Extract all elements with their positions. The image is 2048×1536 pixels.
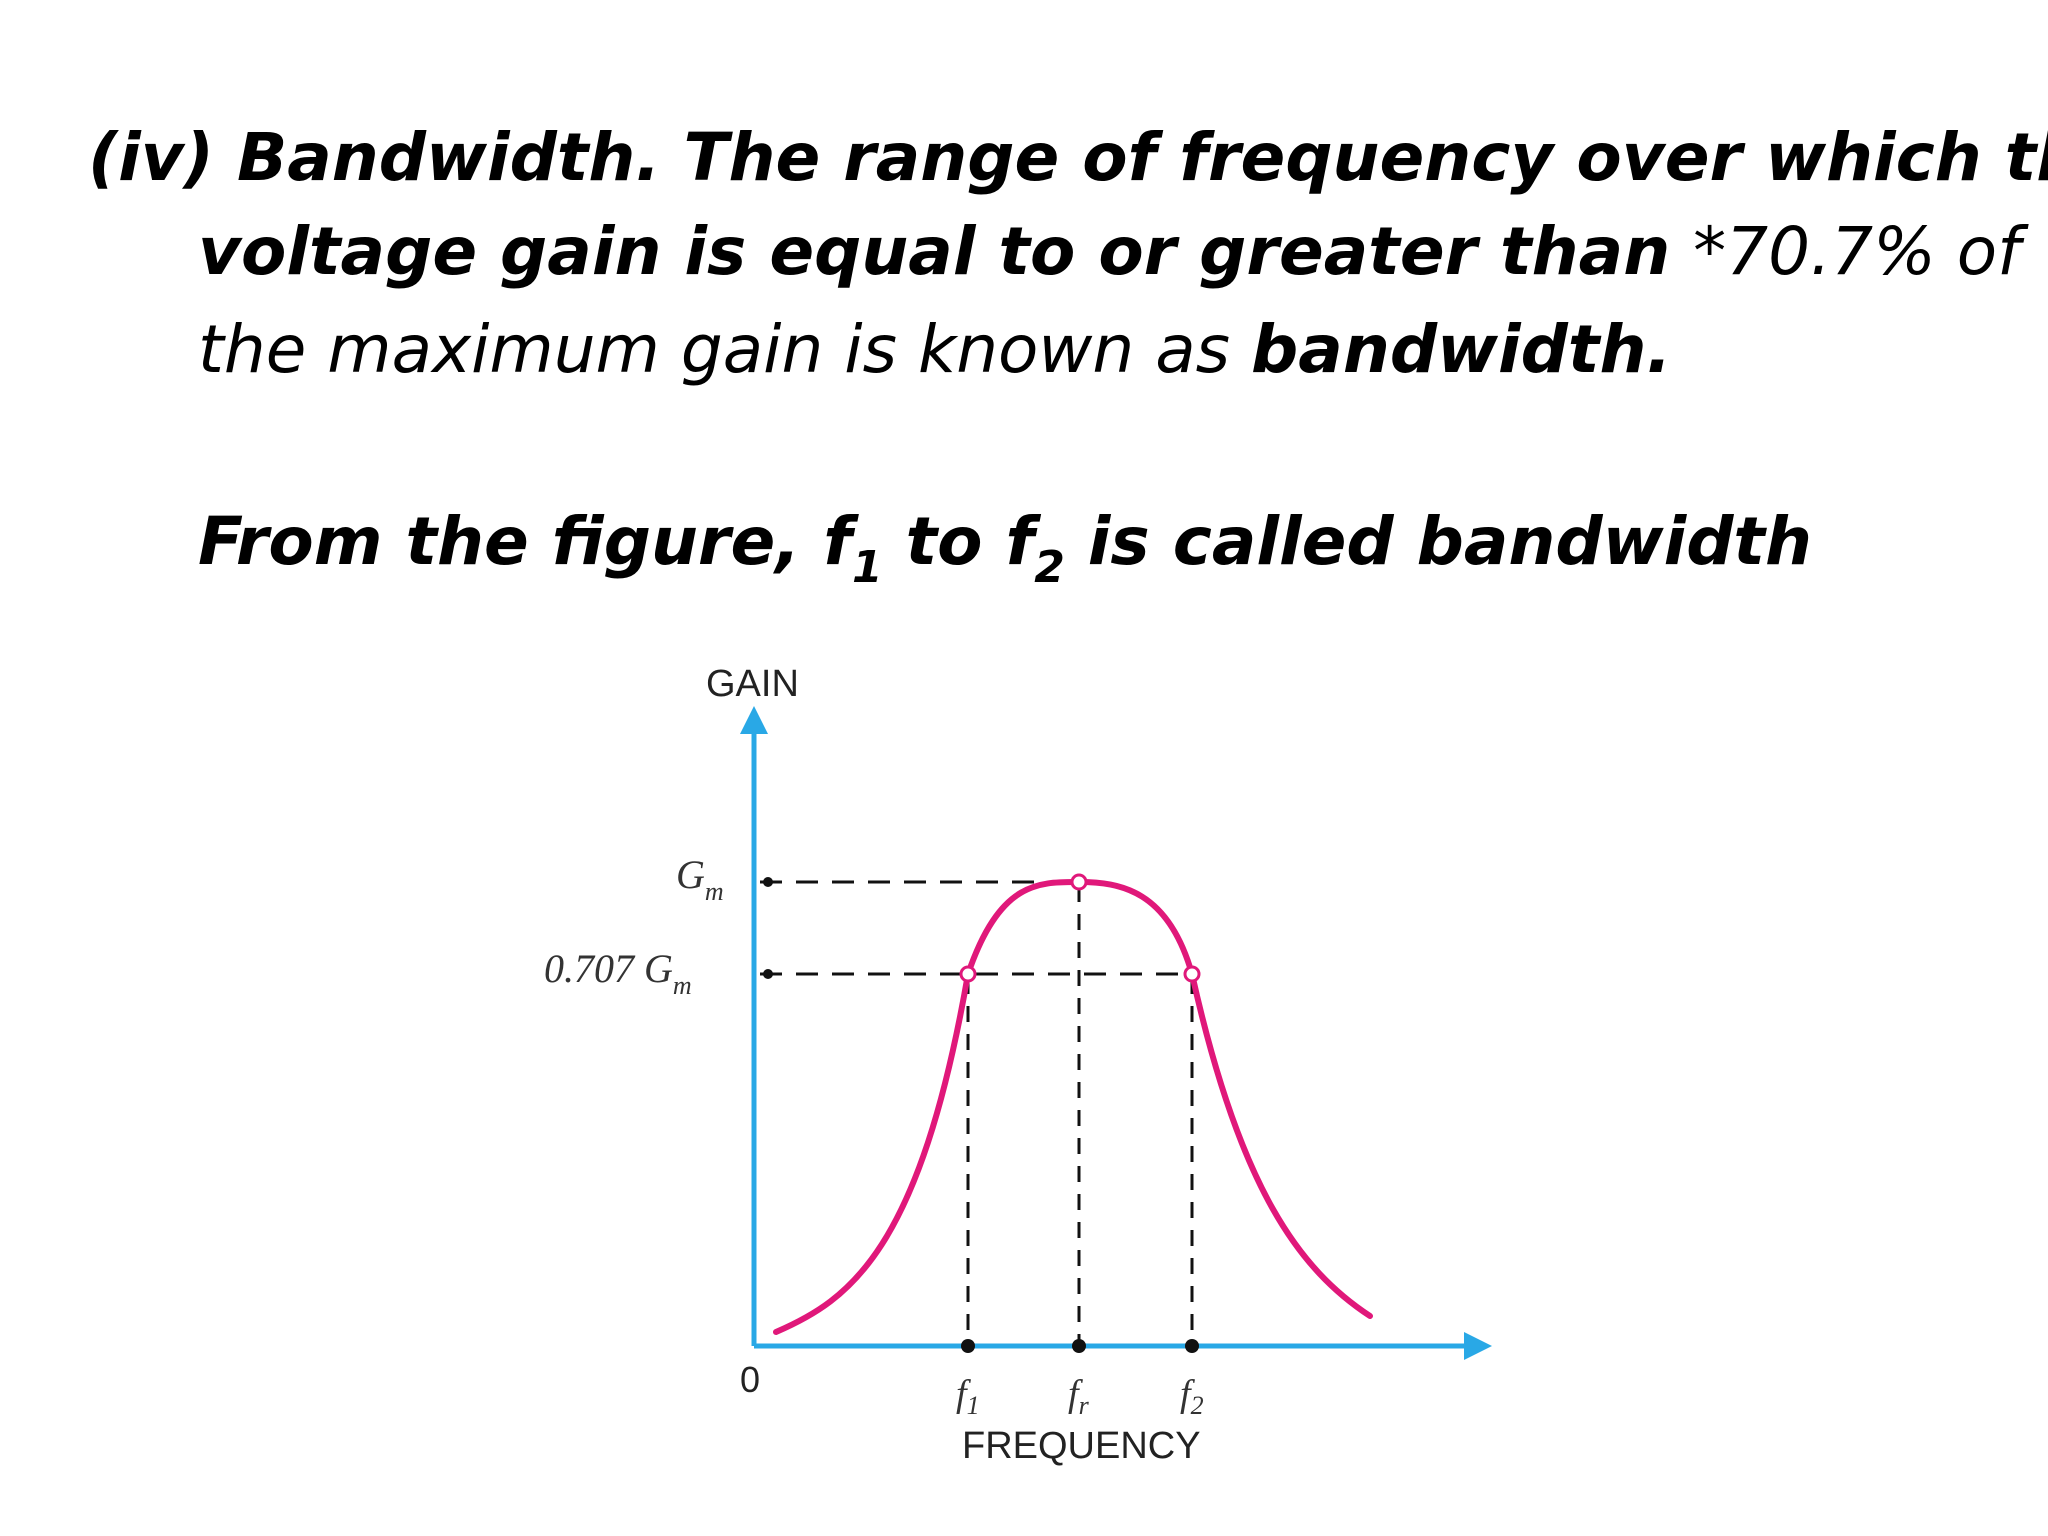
definition-line-2: voltage gain is equal to or greater than… <box>198 212 2020 292</box>
frequency-axis-arrow-icon <box>1464 1332 1492 1360</box>
frequency-axis-label: FREQUENCY <box>962 1425 1201 1467</box>
gain-axis-arrow-icon <box>740 706 768 734</box>
peak-gain-marker <box>1070 873 1088 891</box>
fr-tick <box>1072 1339 1086 1353</box>
f1-gain-marker <box>959 965 977 983</box>
definition-text-bold: voltage gain is equal to or greater than <box>198 213 1694 290</box>
f1-label-sub: 1 <box>967 1391 980 1420</box>
gm707-label: 0.707 Gm <box>544 946 692 1000</box>
gm-label-sub: m <box>705 877 724 906</box>
gain-response-curve <box>773 878 1373 1335</box>
gm-tick <box>763 877 773 887</box>
f2-tick <box>1185 1339 1199 1353</box>
figure-reference-start: From the figure, f <box>198 503 853 580</box>
f2-subscript: 2 <box>1034 542 1065 593</box>
gm-label-main: G <box>676 852 705 897</box>
gain-axis-label: GAIN <box>706 663 799 705</box>
slide-text: (iv) Bandwidth. The range of frequency o… <box>0 0 2048 640</box>
f1-label: f1 <box>956 1373 980 1420</box>
fr-label: fr <box>1068 1373 1090 1420</box>
definition-text-normal: the maximum gain is known as <box>198 311 1252 388</box>
figure-reference-to: to f <box>882 503 1035 580</box>
figure-reference-line: From the figure, f1 to f2 is called band… <box>198 502 1812 608</box>
gm707-label-main: 0.707 G <box>544 946 673 991</box>
f1-subscript: 1 <box>852 542 883 593</box>
definition-line-1: (iv) Bandwidth. The range of frequency o… <box>88 118 2048 198</box>
bandwidth-term: bandwidth. <box>1251 311 1672 388</box>
f2-gain-marker <box>1183 965 1201 983</box>
gm707-label-sub: m <box>673 971 692 1000</box>
f2-label-sub: 2 <box>1191 1391 1204 1420</box>
fr-label-sub: r <box>1079 1391 1090 1420</box>
gm707-tick <box>763 969 773 979</box>
definition-line-3: the maximum gain is known as bandwidth. <box>198 310 1672 390</box>
f1-tick <box>961 1339 975 1353</box>
definition-percent: *70.7% of <box>1693 213 2021 290</box>
definition-heading: (iv) Bandwidth. The range of frequency o… <box>88 119 2048 196</box>
gm-label: Gm <box>676 852 724 906</box>
origin-label: 0 <box>740 1359 760 1400</box>
figure-reference-end: is called bandwidth <box>1064 503 1812 580</box>
f2-label: f2 <box>1180 1373 1204 1420</box>
